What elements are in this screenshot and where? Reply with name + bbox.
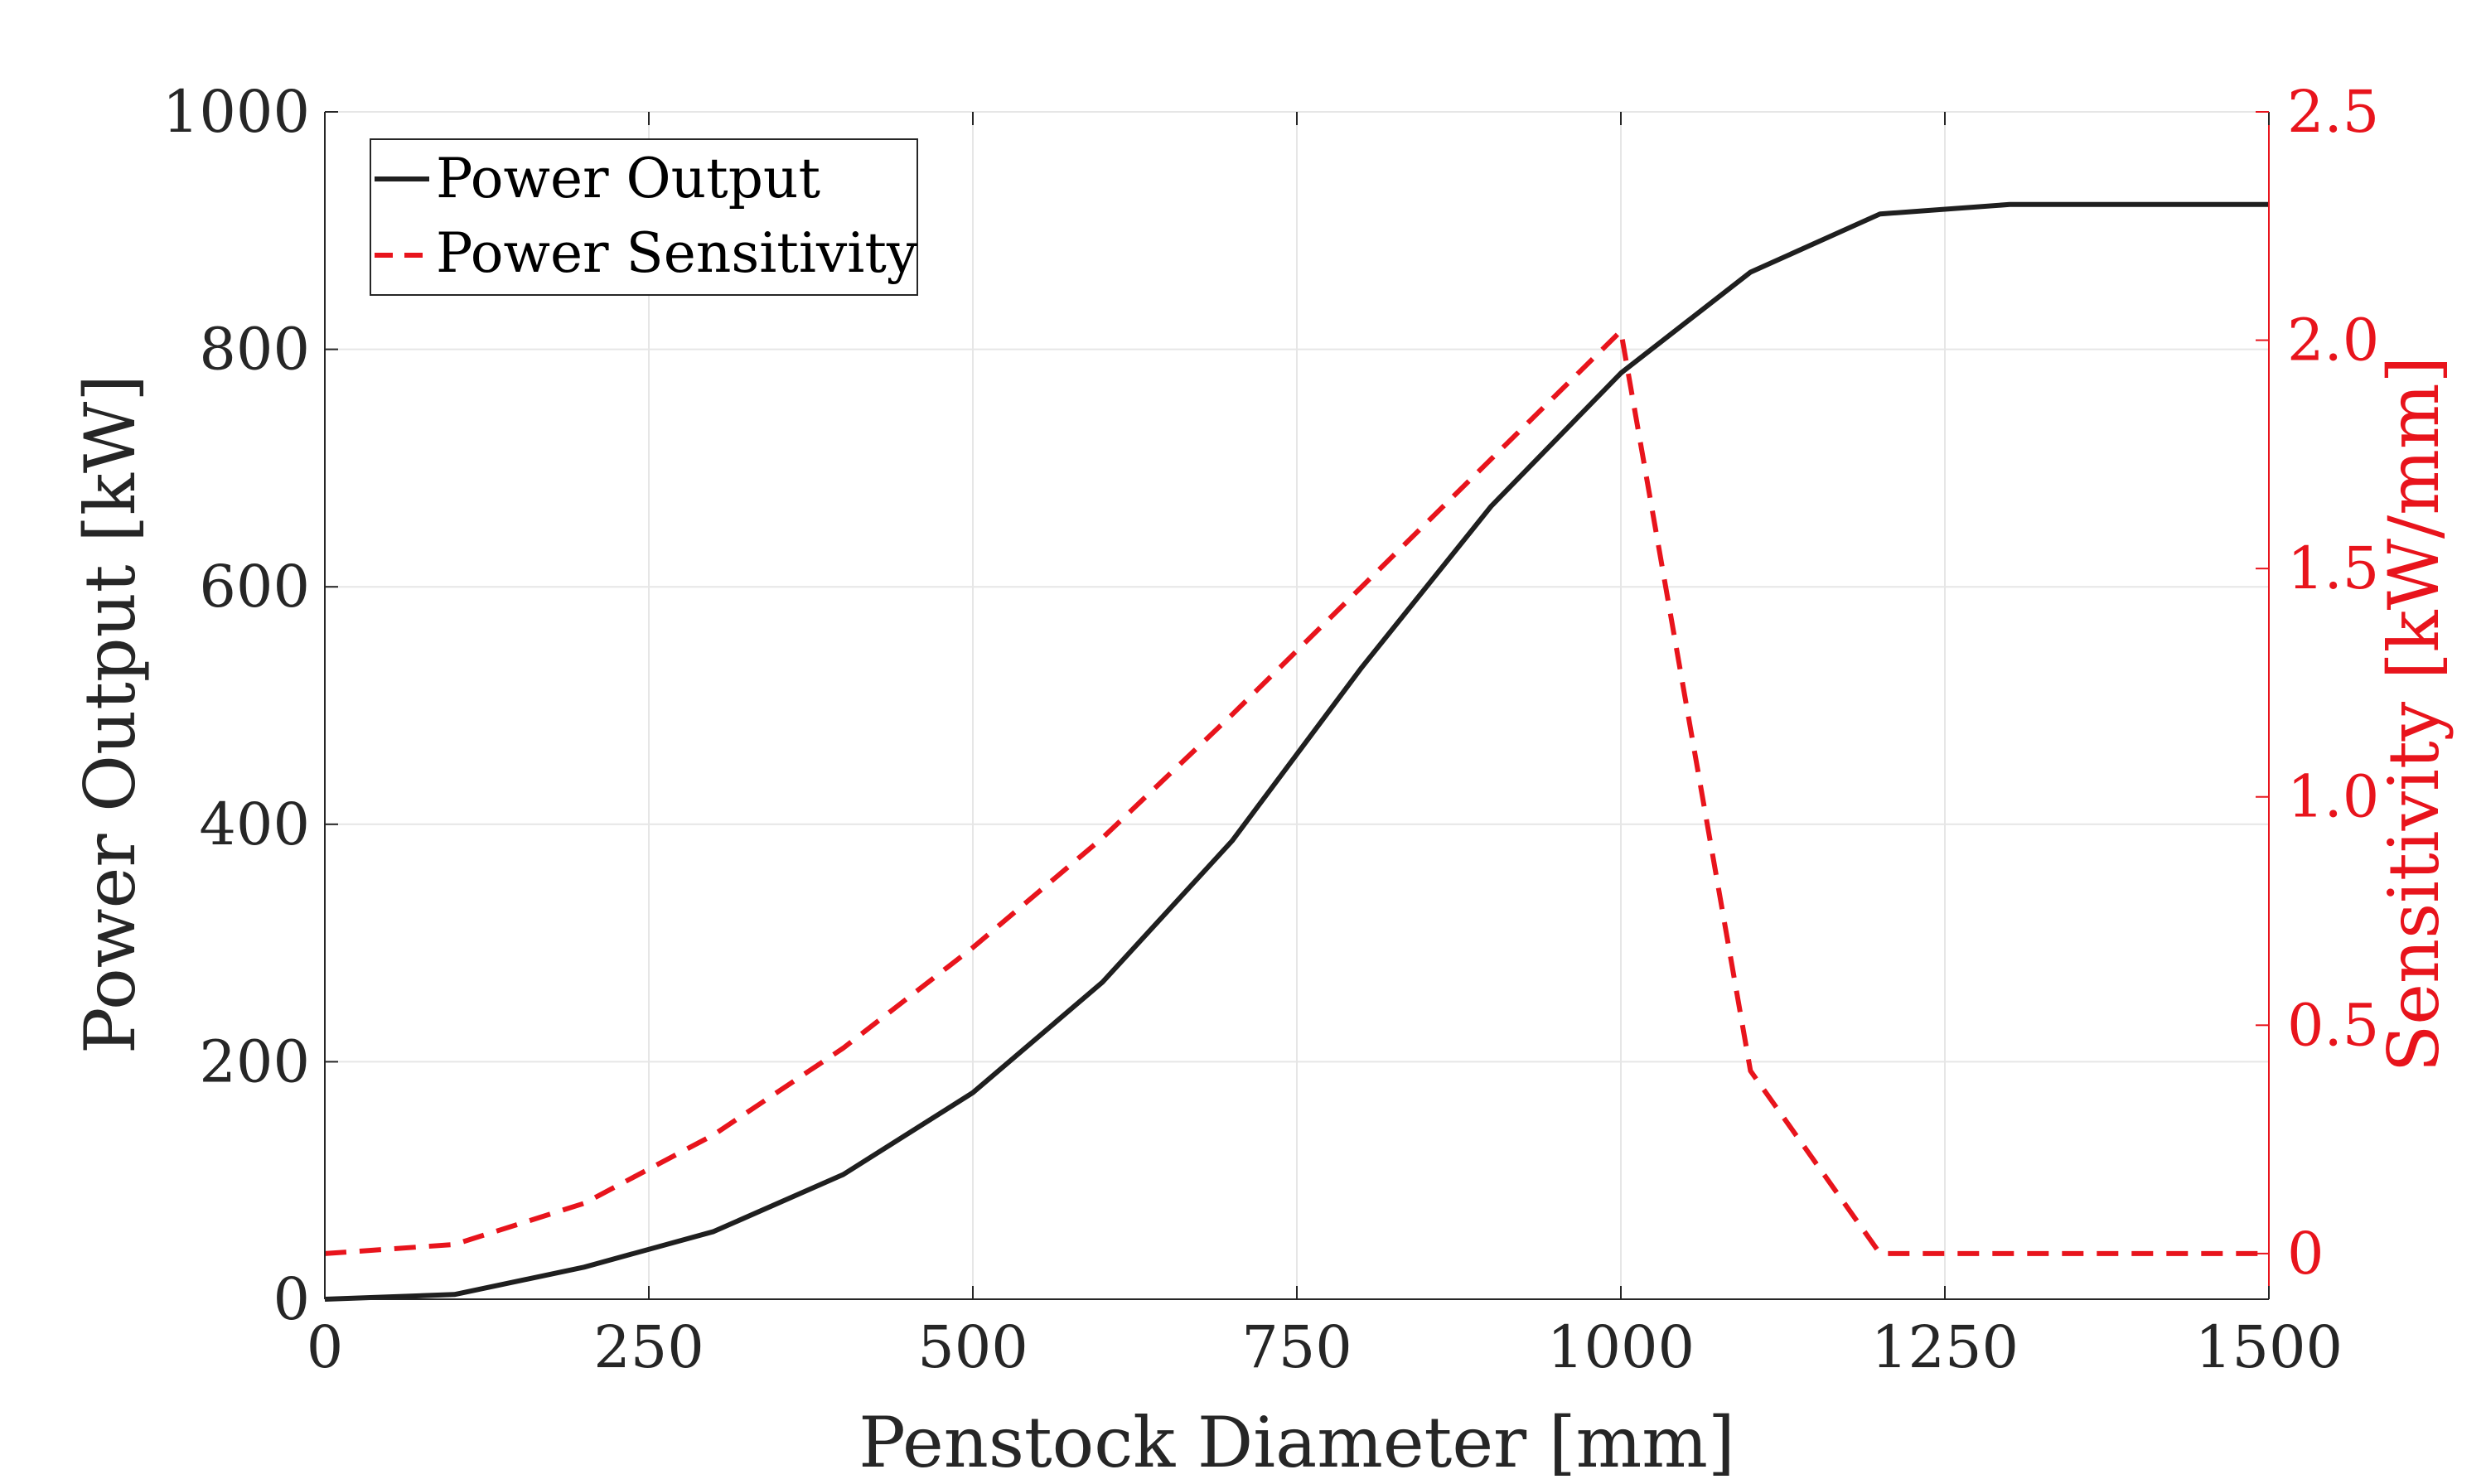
x-tick-label: 1250 <box>1871 1313 2019 1381</box>
y-right-tick-label: 1.0 <box>2287 763 2379 831</box>
y-right-tick-label: 2.0 <box>2287 307 2379 375</box>
y-left-axis-label: Power Output [kW] <box>70 375 151 1054</box>
y-right-tick-label: 2.5 <box>2287 78 2379 146</box>
x-axis-label: Penstock Diameter [mm] <box>858 1402 1734 1483</box>
y-left-tick-label: 800 <box>199 316 310 384</box>
x-tick-label: 1500 <box>2195 1313 2343 1381</box>
x-tick-label: 0 <box>307 1313 344 1381</box>
x-tick-label: 1000 <box>1547 1313 1695 1381</box>
x-tick-label: 750 <box>1241 1313 1352 1381</box>
y-left-tick-label: 200 <box>199 1027 310 1095</box>
x-tick-label: 250 <box>593 1313 704 1381</box>
legend-box <box>370 138 918 296</box>
series-line-power-output <box>324 201 2269 1302</box>
y-left-tick-label: 400 <box>199 790 310 858</box>
ticks-layer: 0 250 500 750 1000 1250 1500 0 200 400 600 800 1000 0… <box>162 78 2379 1381</box>
legend-label-power-sensitivity: Power Sensitivity <box>436 221 918 285</box>
x-tick-label: 500 <box>917 1313 1028 1381</box>
y-left-tick-label: 1000 <box>162 78 310 146</box>
legend-label-power-output: Power Output <box>436 147 820 210</box>
y-right-axis-label: Sensitivity [kW/mm] <box>2373 356 2455 1073</box>
legend: Power Output Power Sensitivity <box>370 138 918 296</box>
y-right-tick-label: 0 <box>2287 1220 2324 1288</box>
y-right-tick-label: 0.5 <box>2287 991 2379 1059</box>
y-left-tick-label: 0 <box>273 1265 310 1333</box>
y-left-tick-label: 600 <box>199 553 310 621</box>
series-layer <box>324 201 2269 1302</box>
y-right-tick-label: 1.5 <box>2287 534 2379 602</box>
